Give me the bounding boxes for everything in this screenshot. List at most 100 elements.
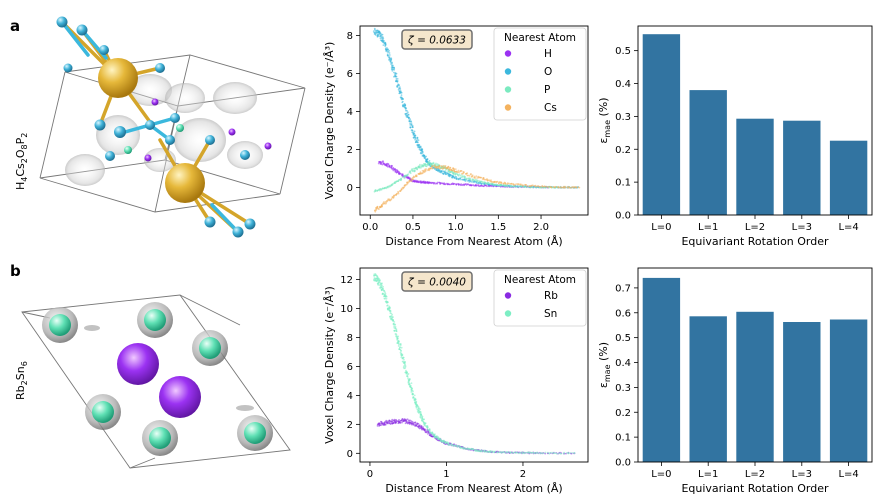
data-point — [546, 451, 549, 454]
data-point — [412, 393, 414, 395]
data-point — [395, 328, 398, 331]
data-point — [475, 175, 478, 178]
y-axis-label: εmae (%) — [597, 97, 612, 143]
data-point — [542, 185, 544, 188]
y-axis-label: εmae (%) — [597, 342, 612, 388]
data-point — [425, 165, 428, 168]
data-point — [414, 169, 416, 172]
data-point — [496, 451, 499, 454]
data-point — [403, 362, 406, 365]
scatter-layer — [373, 273, 576, 455]
data-point — [383, 202, 386, 205]
data-point — [407, 377, 409, 379]
plot-frame — [359, 25, 589, 216]
series-P — [373, 161, 559, 193]
data-point — [458, 178, 460, 181]
data-point — [420, 414, 422, 417]
plot-frame — [359, 267, 589, 463]
data-point — [415, 406, 418, 409]
data-point — [443, 164, 445, 167]
data-point — [409, 422, 412, 425]
data-point — [383, 40, 386, 42]
data-point — [537, 185, 540, 187]
data-point — [444, 165, 447, 167]
data-point — [389, 423, 392, 425]
data-point — [500, 181, 503, 184]
crystal-structure-b — [21, 294, 291, 469]
data-point — [421, 417, 424, 419]
data-point — [380, 424, 382, 427]
data-point — [395, 334, 398, 336]
data-point — [397, 345, 400, 347]
data-point — [522, 184, 524, 187]
series-Sn — [373, 273, 576, 455]
data-point — [388, 166, 391, 169]
data-point — [571, 452, 574, 454]
data-point — [415, 424, 418, 427]
data-point — [459, 174, 462, 177]
data-point — [411, 168, 414, 170]
data-point — [403, 177, 406, 180]
data-point — [473, 175, 476, 178]
data-point — [412, 175, 415, 178]
data-point — [416, 137, 419, 140]
data-point — [390, 197, 393, 200]
data-point — [444, 169, 447, 172]
data-point — [396, 78, 399, 80]
data-point — [392, 68, 395, 71]
data-point — [439, 167, 441, 170]
data-point — [416, 167, 419, 170]
data-point — [464, 175, 466, 178]
data-point — [448, 444, 451, 446]
data-point — [407, 173, 410, 176]
data-point — [387, 56, 390, 58]
data-point — [419, 180, 422, 183]
data-point — [399, 86, 401, 88]
data-point — [405, 371, 408, 374]
data-point — [381, 160, 384, 163]
data-point — [374, 34, 377, 36]
data-point — [383, 297, 386, 300]
data-point — [423, 418, 425, 421]
legend-box — [493, 269, 587, 327]
data-point — [391, 420, 393, 423]
data-point — [405, 175, 407, 178]
data-point — [393, 418, 396, 421]
data-point — [392, 196, 395, 199]
data-point — [401, 176, 404, 178]
data-point — [440, 165, 443, 168]
data-point — [449, 174, 452, 177]
data-point — [417, 408, 420, 411]
data-point — [413, 133, 415, 135]
data-point — [374, 278, 377, 281]
data-point — [424, 156, 427, 158]
legend-title: Nearest Atom — [504, 32, 576, 44]
legend-marker-P — [504, 86, 512, 93]
data-point — [494, 183, 496, 186]
data-point — [441, 182, 444, 185]
data-point — [447, 165, 450, 168]
legend-label-O: O — [544, 66, 552, 78]
data-point — [399, 346, 402, 349]
data-point — [391, 418, 394, 421]
data-point — [573, 451, 576, 454]
data-point — [510, 451, 512, 454]
data-point — [503, 185, 506, 188]
data-point — [411, 126, 414, 129]
data-point — [400, 356, 403, 359]
data-point — [387, 301, 389, 304]
data-point — [403, 186, 405, 189]
data-point — [392, 64, 394, 67]
data-point — [393, 325, 395, 328]
data-point — [418, 148, 421, 151]
y-tick-label: 0.6 — [615, 308, 631, 319]
data-point — [560, 452, 562, 455]
data-point — [391, 168, 394, 171]
data-point — [384, 41, 387, 44]
data-point — [391, 316, 394, 318]
data-point — [419, 171, 422, 174]
data-point — [377, 282, 380, 285]
data-point — [463, 171, 465, 174]
crystal-structure-a — [39, 16, 306, 238]
y-tick-label: 0 — [347, 449, 353, 460]
